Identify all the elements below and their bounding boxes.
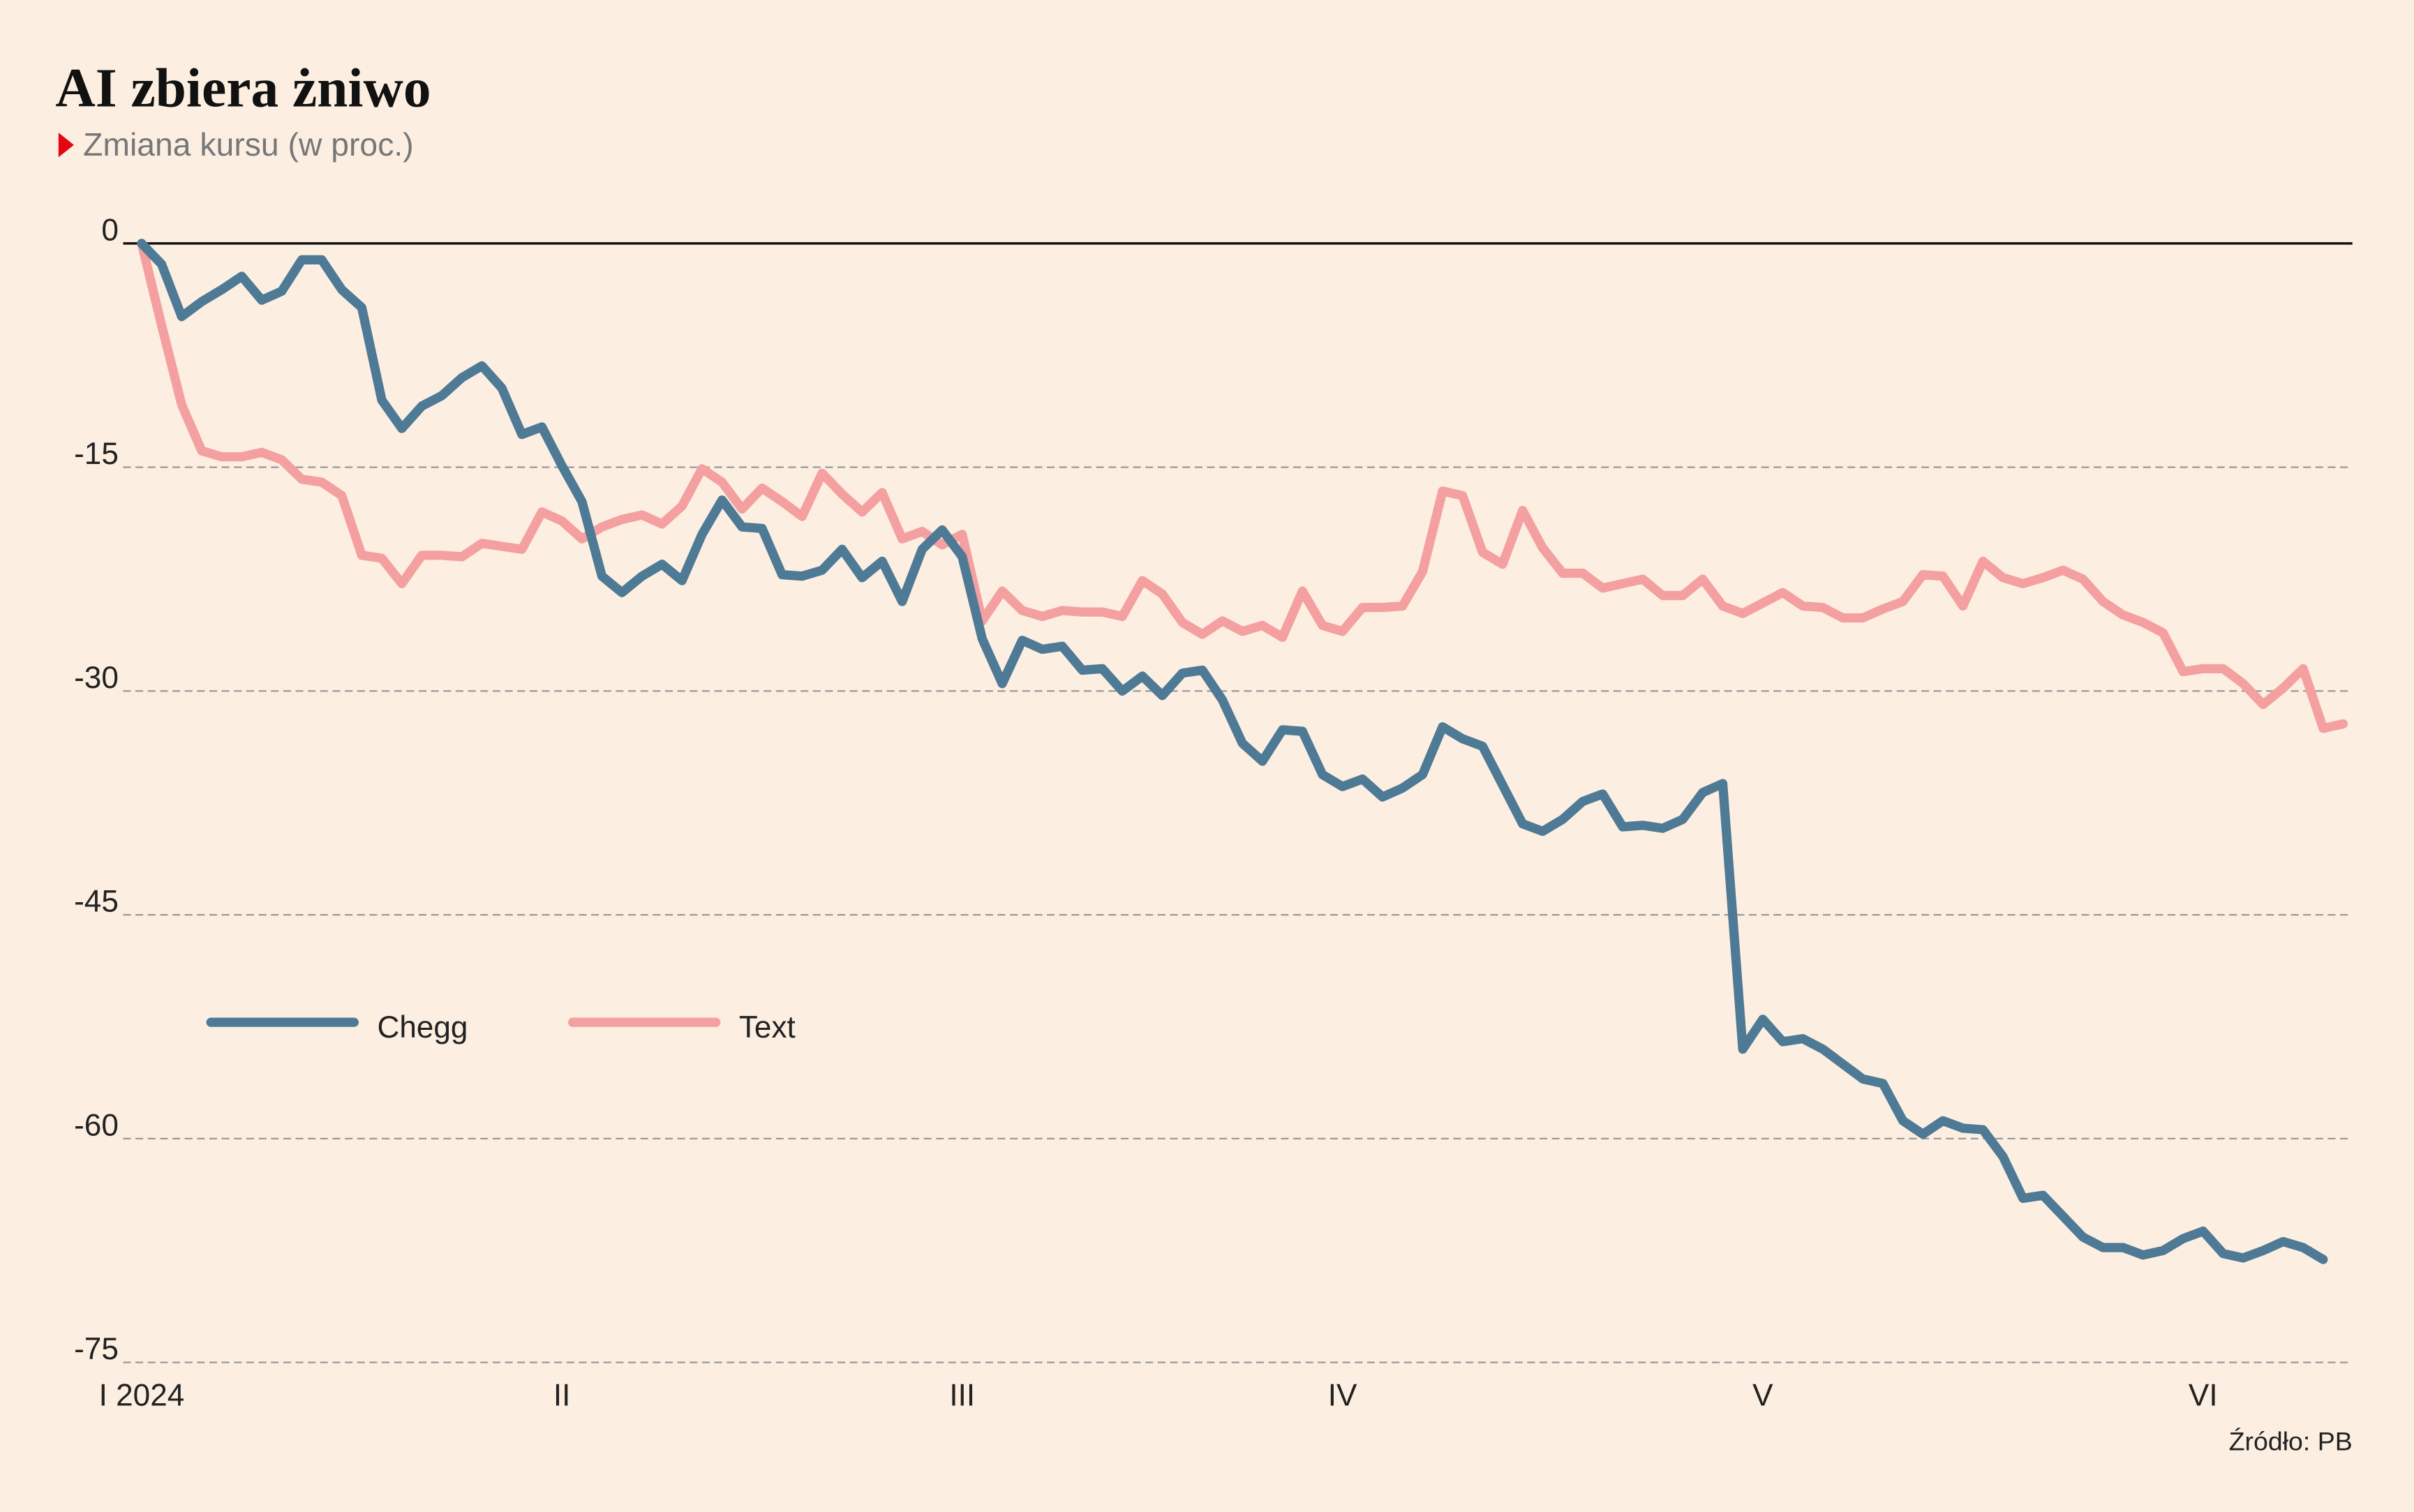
y-tick-label: -30 [74, 661, 119, 695]
y-tick-label: -15 [74, 437, 119, 471]
subtitle-marker [58, 133, 74, 158]
series-line [137, 239, 2328, 1264]
y-tick-label: -45 [74, 885, 119, 919]
chart-title: AI zbiera żniwo [55, 58, 431, 119]
x-tick-label: VI [2189, 1378, 2218, 1412]
x-tick-label: II [553, 1378, 571, 1412]
source: Źródło: PB [2229, 1426, 2353, 1455]
x-tick-label: V [1752, 1378, 1773, 1412]
x-tick-label: I 2024 [99, 1378, 185, 1412]
y-tick-label: 0 [101, 213, 119, 247]
y-tick-label: -75 [74, 1332, 119, 1366]
y-tick-label: -60 [74, 1108, 119, 1142]
legend-label: Text [739, 1010, 796, 1045]
x-tick-label: III [949, 1378, 975, 1412]
legend-label: Chegg [377, 1010, 468, 1045]
subtitle: Zmiana kursu (w proc.) [83, 126, 414, 163]
x-tick-label: IV [1328, 1378, 1357, 1412]
series-line [137, 239, 2348, 733]
